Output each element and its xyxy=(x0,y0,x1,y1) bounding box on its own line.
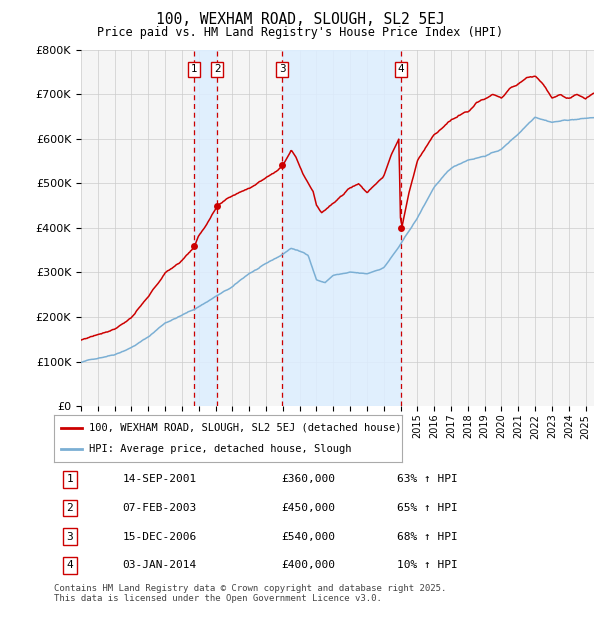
Text: 2: 2 xyxy=(67,503,73,513)
Text: 14-SEP-2001: 14-SEP-2001 xyxy=(122,474,197,484)
Text: 1: 1 xyxy=(67,474,73,484)
Bar xyxy=(194,50,217,406)
Text: Price paid vs. HM Land Registry's House Price Index (HPI): Price paid vs. HM Land Registry's House … xyxy=(97,26,503,39)
Text: 2: 2 xyxy=(214,64,221,74)
Text: HPI: Average price, detached house, Slough: HPI: Average price, detached house, Slou… xyxy=(89,445,352,454)
Text: Contains HM Land Registry data © Crown copyright and database right 2025.
This d: Contains HM Land Registry data © Crown c… xyxy=(54,584,446,603)
Text: 63% ↑ HPI: 63% ↑ HPI xyxy=(397,474,458,484)
Bar xyxy=(282,50,401,406)
Text: 10% ↑ HPI: 10% ↑ HPI xyxy=(397,560,458,570)
Text: 100, WEXHAM ROAD, SLOUGH, SL2 5EJ (detached house): 100, WEXHAM ROAD, SLOUGH, SL2 5EJ (detac… xyxy=(89,423,401,433)
Text: £540,000: £540,000 xyxy=(281,532,335,542)
Text: £450,000: £450,000 xyxy=(281,503,335,513)
Text: 15-DEC-2006: 15-DEC-2006 xyxy=(122,532,197,542)
Text: 07-FEB-2003: 07-FEB-2003 xyxy=(122,503,197,513)
Text: £400,000: £400,000 xyxy=(281,560,335,570)
Text: 65% ↑ HPI: 65% ↑ HPI xyxy=(397,503,458,513)
Text: 4: 4 xyxy=(397,64,404,74)
Text: 68% ↑ HPI: 68% ↑ HPI xyxy=(397,532,458,542)
Text: 1: 1 xyxy=(191,64,197,74)
Text: £360,000: £360,000 xyxy=(281,474,335,484)
Text: 4: 4 xyxy=(67,560,73,570)
Text: 3: 3 xyxy=(279,64,286,74)
Text: 3: 3 xyxy=(67,532,73,542)
Text: 100, WEXHAM ROAD, SLOUGH, SL2 5EJ: 100, WEXHAM ROAD, SLOUGH, SL2 5EJ xyxy=(155,12,445,27)
Text: 03-JAN-2014: 03-JAN-2014 xyxy=(122,560,197,570)
